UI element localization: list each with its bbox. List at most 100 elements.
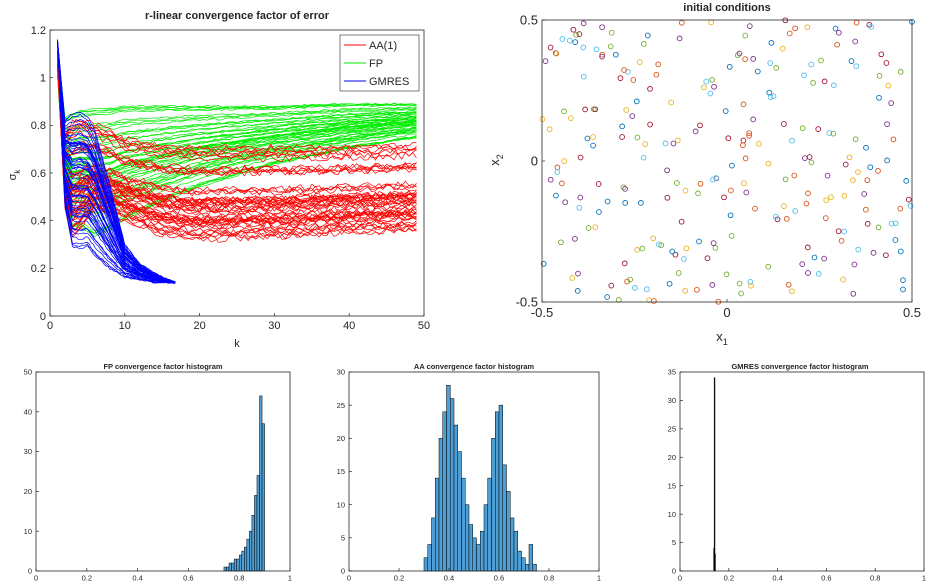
scatter-point [740,142,746,149]
gmres-hist-xtick-label-1: 0.2 [724,574,734,583]
gmres-hist-bar-1 [713,377,716,572]
series-line-gmres-54 [57,40,176,284]
aa-hist-bar-26 [521,557,526,572]
scatter-point [799,261,806,267]
aa-hist-bar-1 [427,544,432,572]
gmres-hist-ytick-label-3: 15 [668,481,676,490]
gmres-hist-bar-2 [714,553,716,572]
scatter-point [846,154,853,161]
fp-hist-bar-8 [244,546,248,572]
series-line-aa1-25 [57,62,417,224]
scatter-point [888,100,895,106]
scatter-point [728,232,735,239]
scatter-point [575,270,581,277]
scatter-point [821,255,827,262]
scatter-point [885,82,892,89]
series-line-fp-54 [57,58,417,175]
scatter-point [675,270,682,276]
aa-hist-bar-6 [446,385,451,572]
series-line-gmres-41 [57,41,176,284]
scatter-point [779,45,786,52]
scatter-point [725,135,732,142]
scatter-xlabel-sub: 1 [723,337,728,347]
scatter-point [632,284,638,291]
convergence-xlabel: k [234,338,240,350]
scatter-point [876,72,883,79]
scatter-point [633,98,640,105]
scatter-point [832,25,839,32]
scatter-point [826,130,833,136]
scatter-point [592,106,599,113]
scatter-point [608,29,615,36]
aa-hist-ytick-label-5: 25 [337,401,345,410]
scatter-point [561,158,568,164]
fp-hist-bar-11 [251,515,255,572]
convergence-legend: AA(1) FP GMRES [339,34,420,92]
scatter-point [875,224,882,231]
scatter-point [617,75,624,81]
scatter-ytick-label-0: -0.5 [516,295,538,310]
scatter-point [805,270,811,276]
scatter-point [804,24,811,31]
scatter-point [554,169,561,175]
fp-hist-xtick-label-3: 0.6 [183,574,193,583]
scatter-point [838,238,845,244]
fp-histogram-title: FP convergence factor histogram [103,362,222,371]
aa-hist-bar-13 [472,537,477,572]
aa-hist-bar-20 [498,404,503,572]
scatter-point [890,136,897,143]
fp-hist-bar-12 [254,495,258,572]
scatter-point [765,263,772,270]
scatter-point [870,250,877,256]
scatter-point [842,161,849,168]
aa-hist-xtick-label-5: 1 [597,574,601,583]
scatter-point [741,180,747,187]
gmres-hist-ytick-label-0: 0 [672,567,676,576]
fp-hist-bar-4 [233,558,237,572]
scatter-point [577,154,584,161]
scatter-point [668,99,674,106]
scatter-point [539,116,546,122]
legend-label-fp: FP [369,58,383,70]
scatter-ylabel-main: x [487,159,502,166]
aa-hist-bar-12 [468,524,473,572]
series-line-fp-46 [57,42,417,122]
scatter-point [863,144,869,151]
scatter-point [710,176,716,183]
scatter-point [592,224,599,231]
scatter-point [709,282,716,288]
scatter-point [841,193,848,199]
series-line-aa1-32 [57,53,417,174]
scatter-point [791,172,798,179]
aa-hist-bar-19 [495,411,500,572]
fp-histogram-frame [35,371,291,572]
fp-hist-bar-2 [228,562,232,572]
scatter-point [905,196,912,203]
scatter-point [596,209,602,215]
series-line-aa1-10 [57,63,417,233]
series-line-aa1-52 [57,64,417,235]
series-line-aa1-5 [57,58,417,204]
aa-hist-ytick-label-1: 5 [341,533,345,542]
scatter-point [701,84,707,91]
scatter-ytick-label-2: 0.5 [520,13,538,28]
scatter-point [853,63,860,70]
scatter-point [900,277,906,283]
scatter-point [863,206,869,213]
scatter-point [888,220,895,227]
gmres-histogram-title: GMRES convergence factor histogram [731,362,868,371]
scatter-point [647,86,653,92]
series-line-fp-43 [57,45,417,128]
scatter-point [878,51,885,58]
scatter-point [835,228,842,235]
gmres-hist-ytick-label-4: 20 [668,453,676,462]
scatter-point [750,56,757,62]
series-line-gmres-49 [57,39,176,283]
aa-hist-ytick-label-3: 15 [337,467,345,476]
scatter-point [608,282,615,289]
scatter-point [694,286,700,293]
scatter-point [746,23,753,29]
scatter-point [674,137,681,144]
